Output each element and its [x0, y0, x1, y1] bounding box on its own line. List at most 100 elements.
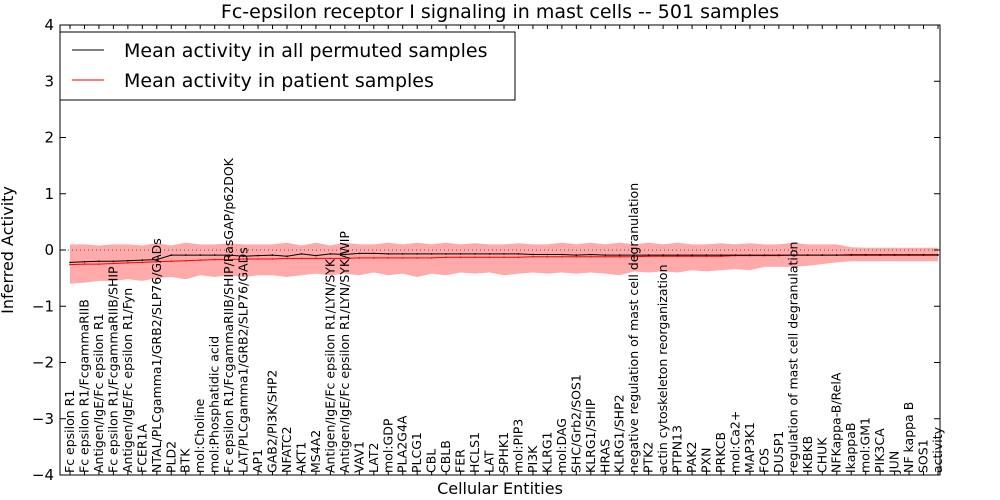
data-point-patient: [373, 257, 375, 259]
data-point-permuted: [662, 254, 664, 256]
data-point-permuted: [633, 254, 635, 256]
data-point-permuted: [69, 261, 71, 264]
y-tick-label: 4: [44, 16, 54, 34]
data-point-permuted: [401, 253, 404, 255]
data-point-permuted: [763, 254, 766, 256]
data-point-patient: [676, 255, 679, 257]
category-label: LAT2: [366, 443, 381, 473]
category-label: Fc epsilon R1/FcgammaRIIB: [77, 299, 92, 473]
data-point-patient: [590, 255, 592, 258]
category-label: negative regulation of mast cell degranu…: [626, 183, 641, 473]
data-point-permuted: [83, 261, 86, 263]
data-point-permuted: [373, 252, 375, 255]
category-label: VAV1: [351, 441, 366, 473]
data-point-permuted: [749, 254, 751, 256]
data-point-patient: [618, 255, 621, 258]
data-point-patient: [286, 257, 288, 260]
data-point-permuted: [213, 254, 216, 256]
data-point-permuted: [300, 253, 303, 255]
data-point-permuted: [474, 253, 476, 255]
data-point-permuted: [98, 260, 100, 263]
data-point-patient: [503, 256, 505, 259]
category-label: LAT: [482, 450, 497, 473]
category-label: HRAS: [597, 439, 612, 473]
data-point-patient: [691, 255, 693, 257]
category-label: FOS: [756, 448, 771, 473]
category-label: NFATC2: [279, 426, 294, 473]
category-label: Antigen/IgE/Fc epsilon R1/LYN/SYK/WIP: [337, 231, 352, 473]
data-point-permuted: [199, 254, 201, 256]
data-point-permuted: [734, 254, 737, 256]
data-point-permuted: [575, 254, 578, 256]
category-label: PRKCB: [713, 432, 728, 473]
category-label: PXN: [699, 448, 714, 473]
category-label: NFKappa-B/RelA: [829, 372, 844, 473]
data-point-permuted: [893, 254, 896, 256]
data-point-patient: [184, 259, 187, 262]
data-point-patient: [315, 257, 317, 260]
category-label: mol:PIP3: [511, 419, 526, 473]
data-point-patient: [474, 256, 476, 259]
data-point-patient: [112, 262, 115, 265]
data-point-patient: [242, 258, 245, 260]
data-point-patient: [705, 255, 708, 257]
data-point-patient: [532, 255, 534, 258]
category-label: SOS1: [916, 439, 931, 473]
data-point-permuted: [416, 253, 419, 255]
data-point-permuted: [532, 253, 534, 256]
data-point-patient: [575, 255, 578, 258]
data-point-patient: [445, 256, 447, 259]
data-point-patient: [257, 258, 259, 260]
category-label: SHC/Grb2/SOS1: [568, 374, 583, 473]
data-point-permuted: [286, 255, 288, 257]
data-point-permuted: [170, 254, 173, 256]
data-point-patient: [647, 255, 650, 257]
data-point-permuted: [807, 254, 809, 256]
category-label: mol:DAG: [554, 418, 569, 473]
y-tick-label: −3: [32, 410, 54, 428]
data-point-patient: [662, 255, 664, 257]
category-label: FCER1A: [134, 424, 149, 473]
category-label: mol:Ca2+: [728, 411, 743, 473]
category-label: MAP3K1: [742, 422, 757, 473]
data-point-patient: [720, 255, 722, 257]
category-label: FER: [453, 449, 468, 473]
data-point-permuted: [184, 254, 187, 256]
category-label: CBLB: [438, 440, 453, 473]
category-label: HCLS1: [467, 432, 482, 473]
data-point-permuted: [864, 254, 867, 256]
data-point-permuted: [358, 252, 361, 255]
category-label: JUN: [887, 451, 902, 474]
data-point-patient: [329, 257, 332, 260]
category-label: PLD2: [163, 441, 178, 473]
data-point-patient: [561, 255, 563, 258]
category-label: CHUK: [814, 437, 829, 473]
data-point-permuted: [705, 254, 708, 256]
category-label: CBL: [424, 449, 439, 473]
category-label: KLRG1/SHIP: [583, 398, 598, 473]
y-tick-label: −1: [32, 297, 54, 315]
data-point-patient: [141, 261, 144, 264]
data-point-patient: [213, 258, 216, 261]
category-label: PI3K: [525, 445, 540, 473]
category-label: Antigen/IgE/Fc epsilon R1: [91, 313, 106, 473]
data-point-permuted: [459, 253, 462, 255]
y-tick-label: 1: [44, 185, 54, 203]
category-label: DUSP1: [771, 431, 786, 473]
chart-title: Fc-epsilon receptor I signaling in mast …: [221, 1, 779, 23]
category-label: Antigen/IgE/Fc epsilon R1/Fyn: [120, 288, 135, 473]
data-point-permuted: [445, 253, 447, 255]
data-point-permuted: [329, 253, 332, 255]
data-point-permuted: [850, 254, 852, 256]
category-label: IKBKB: [800, 436, 815, 473]
category-label: NTAL/PLCgamma1/GRB2/SLP76/GADs: [149, 238, 164, 473]
data-point-permuted: [676, 254, 679, 256]
data-point-patient: [98, 263, 100, 265]
y-tick-label: 2: [44, 129, 54, 147]
category-label: mol:GM1: [858, 417, 873, 473]
data-point-patient: [416, 257, 419, 259]
data-point-permuted: [228, 254, 230, 256]
category-label: AP1: [250, 449, 265, 473]
